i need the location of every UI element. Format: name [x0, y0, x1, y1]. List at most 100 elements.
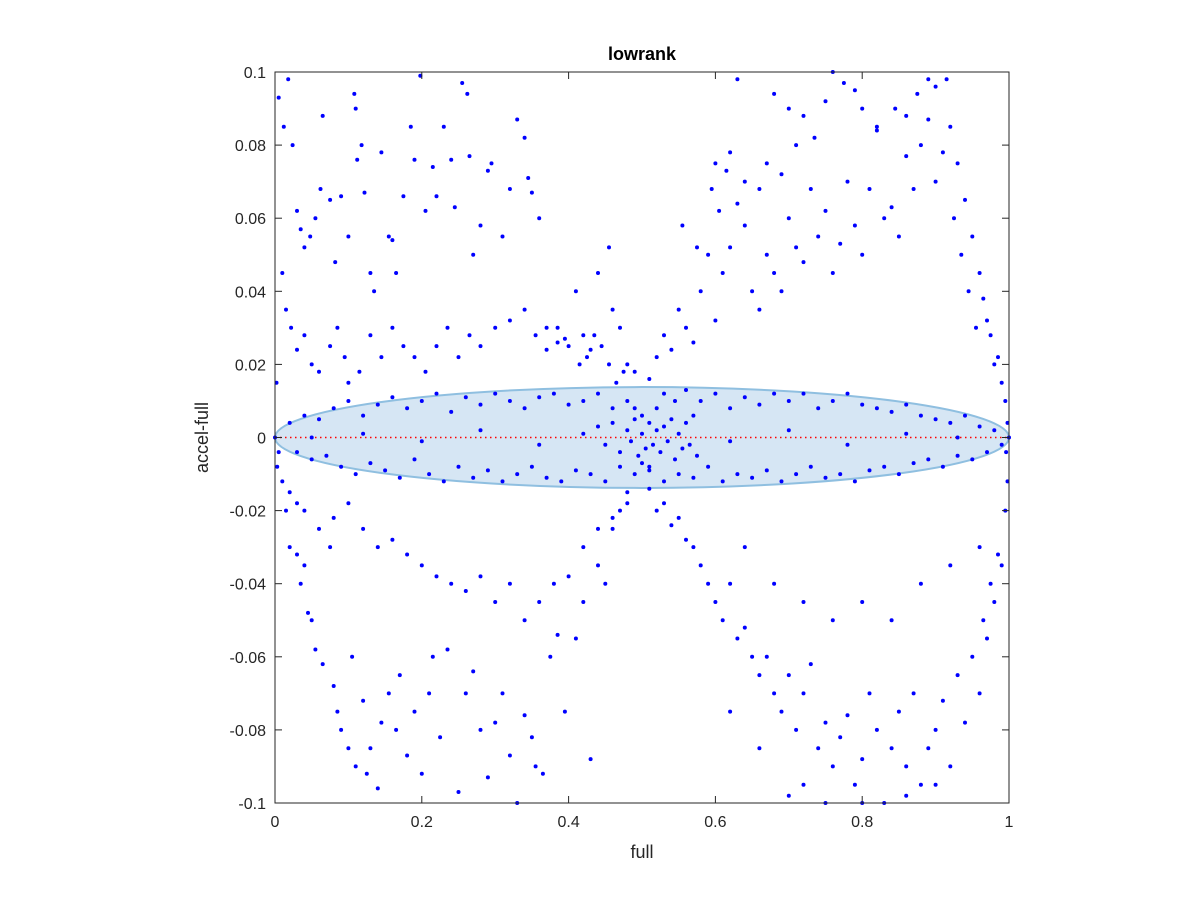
- data-point: [709, 187, 714, 191]
- data-point: [607, 245, 611, 250]
- data-point: [289, 325, 294, 330]
- data-point: [830, 618, 835, 623]
- data-point: [625, 362, 630, 367]
- x-tick-label: 0.4: [557, 814, 579, 831]
- data-point: [764, 161, 769, 166]
- data-point: [772, 271, 777, 275]
- data-point: [603, 479, 608, 484]
- data-point: [284, 508, 288, 513]
- data-point: [507, 318, 512, 323]
- data-point: [551, 581, 556, 586]
- data-point: [764, 654, 769, 659]
- data-point: [728, 439, 733, 444]
- data-point: [353, 472, 358, 477]
- data-point: [430, 654, 435, 659]
- data-point: [996, 355, 1000, 360]
- data-point: [287, 490, 292, 495]
- data-point: [724, 168, 729, 173]
- data-point: [441, 124, 446, 129]
- data-point: [955, 673, 960, 678]
- data-point: [548, 654, 553, 659]
- data-point: [320, 662, 325, 667]
- data-point: [555, 325, 560, 330]
- data-point: [794, 727, 799, 732]
- data-point: [977, 271, 982, 275]
- data-point: [581, 600, 586, 604]
- data-point: [287, 545, 292, 550]
- data-point: [918, 581, 923, 586]
- data-point: [573, 289, 578, 294]
- data-point: [419, 771, 424, 776]
- data-point: [933, 782, 938, 787]
- data-point: [728, 150, 733, 155]
- data-point: [434, 574, 439, 579]
- data-point: [904, 764, 909, 769]
- data-point: [695, 453, 699, 458]
- data-point: [860, 106, 865, 111]
- data-point: [676, 307, 681, 312]
- data-point: [632, 417, 637, 422]
- data-point: [581, 545, 586, 550]
- data-point: [823, 475, 828, 480]
- data-point: [585, 355, 589, 360]
- data-point: [331, 515, 336, 520]
- data-point: [566, 344, 571, 349]
- data-point: [361, 526, 366, 531]
- data-point: [918, 143, 923, 148]
- data-point: [874, 727, 879, 732]
- data-point: [383, 468, 388, 473]
- data-point: [1003, 399, 1008, 403]
- data-point: [940, 150, 945, 155]
- data-point: [419, 399, 424, 403]
- data-point: [298, 581, 303, 586]
- data-point: [275, 464, 280, 469]
- data-point: [463, 691, 468, 696]
- data-point: [658, 450, 663, 455]
- data-point: [757, 402, 762, 407]
- data-point: [926, 746, 931, 751]
- data-point: [276, 450, 281, 455]
- data-point: [838, 241, 843, 246]
- data-point: [794, 472, 799, 477]
- data-point: [963, 197, 967, 202]
- data-point: [801, 260, 806, 265]
- y-tick-label: -0.1: [238, 796, 266, 813]
- data-point: [742, 545, 747, 550]
- data-point: [680, 446, 685, 451]
- data-point: [423, 369, 428, 374]
- x-tick-label: 0: [271, 814, 280, 831]
- data-point: [944, 77, 949, 82]
- data-point: [852, 88, 857, 93]
- data-point: [830, 271, 835, 275]
- data-point: [691, 340, 696, 345]
- data-point: [353, 764, 358, 769]
- data-point: [302, 413, 307, 418]
- data-point: [566, 402, 571, 407]
- data-point: [808, 187, 813, 191]
- data-point: [394, 727, 399, 732]
- data-point: [981, 618, 986, 623]
- x-tick-label: 0.6: [704, 814, 726, 831]
- data-point: [368, 461, 373, 466]
- data-point: [974, 325, 978, 330]
- y-tick-label: -0.08: [230, 723, 267, 740]
- data-point: [676, 431, 681, 436]
- data-point: [434, 344, 439, 349]
- data-point: [596, 526, 600, 531]
- data-point: [298, 227, 303, 232]
- data-point: [911, 461, 916, 466]
- data-point: [640, 461, 644, 466]
- data-point: [295, 501, 299, 506]
- data-point: [408, 124, 413, 129]
- data-point: [471, 669, 476, 674]
- data-point: [529, 735, 534, 740]
- data-point: [456, 464, 461, 469]
- data-point: [485, 468, 490, 473]
- data-point: [507, 753, 512, 758]
- data-point: [867, 187, 872, 191]
- data-point: [640, 413, 644, 418]
- data-point: [764, 252, 769, 257]
- data-point: [948, 764, 953, 769]
- data-point: [295, 208, 299, 213]
- data-point: [985, 636, 989, 641]
